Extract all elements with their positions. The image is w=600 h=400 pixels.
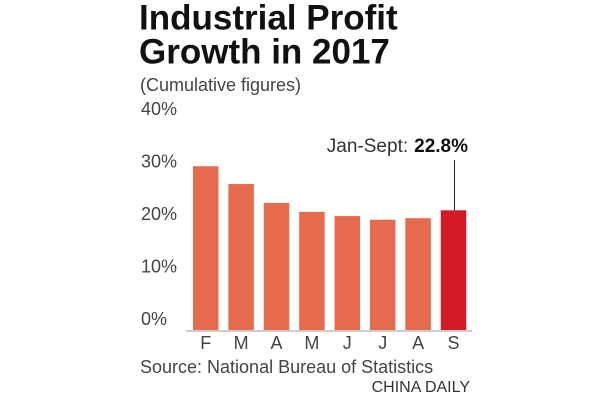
x-tick-label: M	[304, 333, 319, 353]
value-label: 22.8%	[414, 136, 468, 157]
source: Source: National Bureau of Statistics	[140, 357, 433, 377]
bar	[440, 210, 467, 330]
chart-subtitle: (Cumulative figures)	[140, 75, 301, 95]
bar	[299, 211, 325, 330]
bar	[334, 216, 361, 330]
annotation-text: Jan-Sept:	[327, 136, 408, 157]
bar	[405, 218, 431, 330]
y-tick-label: 30%	[141, 151, 177, 171]
y-tick-label: 40%	[141, 99, 177, 119]
x-tick-label: J	[378, 333, 387, 353]
credit: CHINA DAILY	[372, 379, 471, 396]
bar	[228, 184, 254, 330]
y-tick-label: 10%	[141, 256, 177, 276]
x-tick-label: S	[447, 333, 459, 353]
bar	[192, 166, 219, 330]
x-tick-label: J	[343, 333, 352, 353]
x-tick-label: A	[270, 333, 282, 353]
y-tick-label: 20%	[141, 204, 177, 224]
bar	[369, 219, 396, 330]
x-tick-label: F	[200, 333, 211, 353]
y-tick-label: 0%	[141, 309, 167, 329]
annotation: Jan-Sept: 22.8%	[327, 136, 468, 157]
x-tick-label: A	[412, 333, 424, 353]
chart-title: Industrial Profit	[139, 0, 398, 37]
x-tick-label: M	[234, 333, 249, 353]
bar	[263, 202, 290, 330]
chart-title: Growth in 2017	[139, 32, 390, 71]
